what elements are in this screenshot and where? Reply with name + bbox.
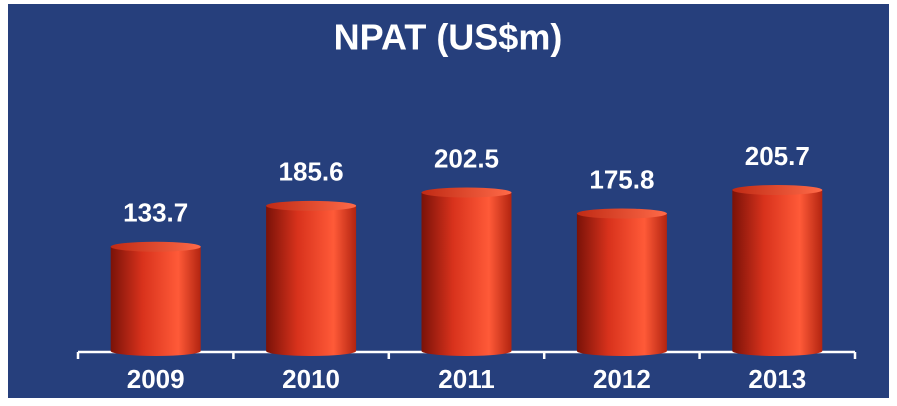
bar-top	[266, 200, 357, 211]
x-tick-label: 2010	[282, 364, 340, 394]
bar	[110, 246, 201, 351]
bar-top	[110, 241, 201, 252]
value-label: 205.7	[745, 141, 810, 171]
chart-title: NPAT (US$m)	[334, 17, 563, 58]
value-label: 202.5	[434, 143, 499, 173]
value-label: 133.7	[123, 198, 188, 228]
bar	[421, 192, 512, 351]
bar	[266, 205, 357, 351]
x-tick-label: 2013	[748, 364, 806, 394]
bar	[576, 213, 667, 351]
x-tick-label: 2011	[438, 364, 494, 394]
bar	[732, 190, 823, 351]
value-label: 175.8	[589, 164, 654, 194]
bar-top	[421, 187, 512, 198]
x-tick-label: 2009	[127, 364, 185, 394]
x-tick-label: 2012	[593, 364, 651, 394]
value-label: 185.6	[279, 157, 344, 187]
bar-top	[732, 185, 823, 195]
bar-top	[576, 208, 667, 219]
